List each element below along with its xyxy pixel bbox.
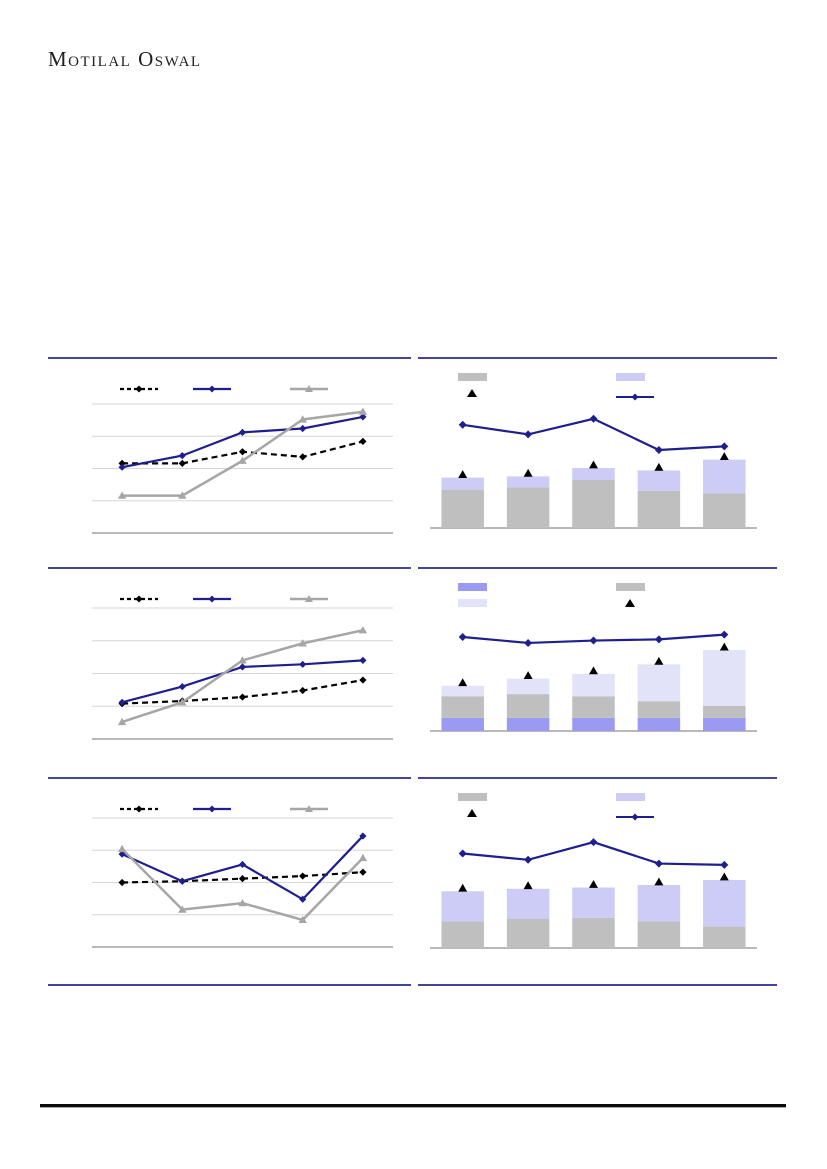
legend-marker-gray-bar [616, 583, 645, 591]
legend-marker-black-dashed-diamond [119, 591, 159, 609]
legend-marker-periwinkle-bar [458, 583, 487, 591]
line-chart-bottom-left [48, 779, 411, 984]
legend-marker-lavender-bar [616, 373, 645, 381]
legend-marker-navy-line-diamond [616, 809, 654, 827]
section-rule [418, 777, 777, 779]
stacked-bar-chart-bottom-right [418, 779, 777, 984]
legend-marker-gray-bar [458, 793, 487, 801]
legend-marker-gray-solid-triangle [289, 801, 329, 819]
stacked-bar-chart-middle-right [418, 569, 777, 777]
brand-logo: Motilal Oswal [48, 47, 202, 71]
chart-legend [418, 569, 777, 613]
section-rule [48, 357, 411, 359]
section-rule [48, 984, 411, 986]
stacked-bar-line-middle-right-plot [430, 630, 757, 732]
line-chart-top-left-plot [92, 403, 393, 534]
section-rule [418, 357, 777, 359]
legend-marker-gray-solid-triangle [289, 381, 329, 399]
legend-marker-light-lavender-bar [458, 599, 487, 607]
legend-marker-black-triangle-marker [625, 599, 635, 607]
section-rule [48, 777, 411, 779]
line-chart-top-left [48, 359, 411, 567]
legend-marker-black-triangle-marker [467, 809, 477, 817]
legend-marker-black-dashed-diamond [119, 381, 159, 399]
legend-marker-navy-solid-diamond [192, 591, 232, 609]
legend-marker-gray-solid-triangle [289, 591, 329, 609]
line-chart-middle-left [48, 569, 411, 777]
chart-legend [48, 779, 411, 823]
stacked-bar-line-bottom-right-plot [430, 838, 757, 949]
stacked-bar-chart-top-right [418, 359, 777, 567]
section-rule [418, 567, 777, 569]
chart-legend [48, 359, 411, 403]
legend-marker-navy-solid-diamond [192, 381, 232, 399]
stacked-bar-line-top-right-plot [430, 414, 757, 529]
legend-marker-gray-bar [458, 373, 487, 381]
legend-marker-black-triangle-marker [467, 389, 477, 397]
section-rule [48, 567, 411, 569]
legend-marker-lavender-bar [616, 793, 645, 801]
legend-marker-black-dashed-diamond [119, 801, 159, 819]
chart-legend [48, 569, 411, 613]
chart-legend [418, 779, 777, 823]
line-chart-middle-left-plot [92, 607, 393, 740]
legend-marker-navy-line-diamond [616, 389, 654, 407]
footer-rule [40, 1104, 786, 1107]
legend-marker-navy-solid-diamond [192, 801, 232, 819]
line-chart-bottom-left-plot [92, 817, 393, 948]
chart-legend [418, 359, 777, 403]
section-rule [418, 984, 777, 986]
